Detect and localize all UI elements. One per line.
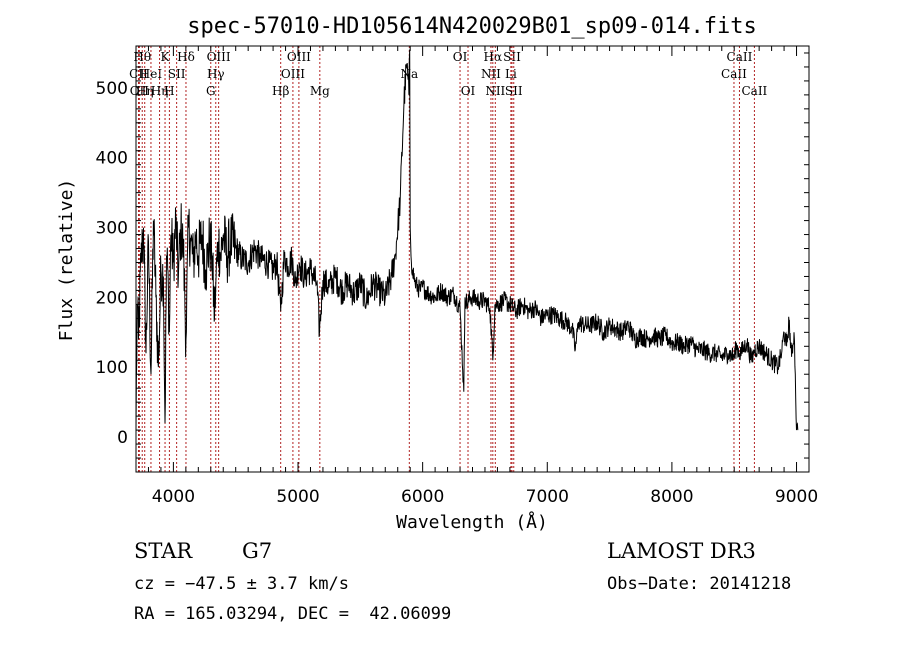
line-label-23: Li <box>505 67 517 81</box>
line-label-0: CII <box>129 67 148 81</box>
spectral-line-markers: CIIOIIHθHηHeIHηKHSIIHδGHγOIIIHβOIIIOIIIM… <box>129 46 768 472</box>
line-label-7: H <box>164 84 174 98</box>
y-axis-label: Flux (relative) <box>56 179 77 342</box>
y-tick-label-3: 300 <box>96 219 128 239</box>
x-axis-label: Wavelength (Å) <box>396 511 548 533</box>
line-label-2: Hθ <box>133 50 151 64</box>
line-label-6: K <box>161 50 171 64</box>
x-axis-ticks: 4000 5000 6000 7000 8000 9000 <box>135 46 818 507</box>
line-label-9: Hδ <box>177 50 195 64</box>
line-label-15: OIII <box>287 50 311 64</box>
x-tick-label-2: 6000 <box>401 487 444 507</box>
survey-name: LAMOST DR3 <box>607 539 756 563</box>
line-label-28: CaII <box>741 84 767 98</box>
line-label-19: OI <box>461 84 476 98</box>
observation-date: Obs−Date: 20141218 <box>607 574 792 594</box>
chart-title: spec-57010-HD105614N420029B01_sp09-014.f… <box>187 14 757 39</box>
line-label-11: Hγ <box>207 67 225 81</box>
line-label-5: Hη <box>151 84 169 98</box>
line-label-8: SII <box>168 67 186 81</box>
line-label-26: CaII <box>721 67 747 81</box>
y-axis-ticks: 0 100 200 300 400 500 <box>96 52 809 473</box>
line-label-27: CaII <box>727 50 753 64</box>
line-label-10: G <box>206 84 216 98</box>
line-label-24: SII <box>503 50 521 64</box>
sky-coordinates: RA = 165.03294, DEC = 42.06099 <box>134 604 452 624</box>
y-tick-label-1: 100 <box>96 358 128 378</box>
x-tick-label-1: 5000 <box>276 487 319 507</box>
line-label-14: OIII <box>281 67 305 81</box>
x-tick-label-3: 7000 <box>526 487 569 507</box>
line-label-22: NII <box>485 84 505 98</box>
x-tick-label-5: 9000 <box>775 487 818 507</box>
line-label-21: Hα <box>484 50 503 64</box>
spectrum-line <box>135 49 799 431</box>
line-label-16: Mg <box>310 84 330 98</box>
y-tick-label-0: 0 <box>117 428 128 448</box>
object-type: STAR <box>134 539 193 563</box>
line-label-4: HeI <box>140 67 163 81</box>
line-label-13: Hβ <box>272 84 289 98</box>
object-subclass: G7 <box>242 539 273 563</box>
y-tick-label-4: 400 <box>96 149 128 169</box>
line-label-12: OIII <box>207 50 231 64</box>
line-label-25: SII <box>505 84 523 98</box>
line-label-18: OI <box>453 50 468 64</box>
x-tick-label-4: 8000 <box>650 487 693 507</box>
line-label-20: NII <box>481 67 501 81</box>
x-tick-label-0: 4000 <box>152 487 195 507</box>
y-tick-label-5: 500 <box>96 79 128 99</box>
y-tick-label-2: 200 <box>96 288 128 308</box>
redshift-velocity: cz = −47.5 ± 3.7 km/s <box>134 574 349 594</box>
